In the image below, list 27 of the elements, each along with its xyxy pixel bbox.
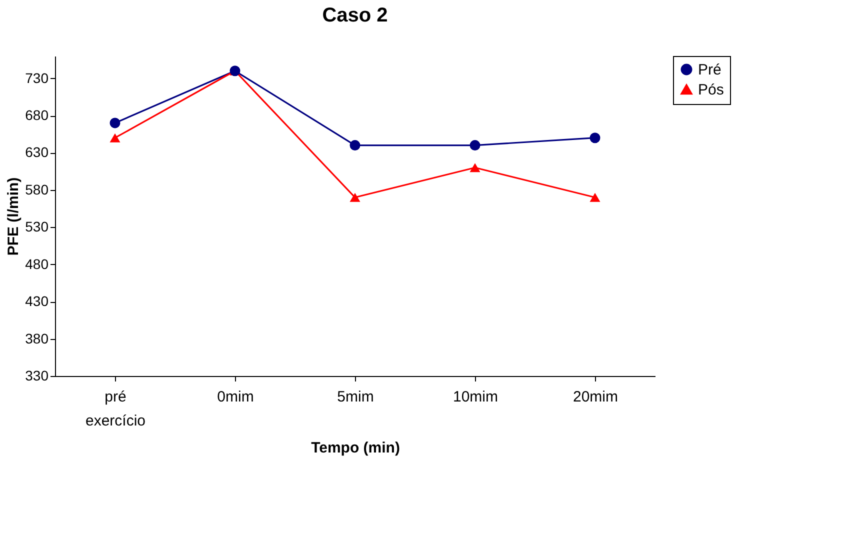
x-axis-title: Tempo (min) <box>311 440 400 456</box>
y-tick-label: 530 <box>25 218 49 235</box>
point <box>110 118 120 128</box>
x-tick-label: 10mim <box>452 388 498 406</box>
point <box>470 163 480 172</box>
point <box>590 132 600 144</box>
x-tick-label: 20mim <box>572 388 618 406</box>
point <box>470 140 480 151</box>
y-tick-label: 730 <box>25 70 49 86</box>
legend-label: Pós <box>698 82 724 98</box>
point <box>350 140 360 151</box>
chart-title: Caso 2 <box>322 4 388 26</box>
y-tick-label: 430 <box>25 293 49 310</box>
y-tick-label: 630 <box>25 144 49 160</box>
x-tick-label: 5mim <box>337 388 374 406</box>
y-tick-label: 680 <box>25 107 49 124</box>
point <box>110 133 120 142</box>
point <box>350 192 360 202</box>
x-tick-label: 0mim <box>217 388 254 406</box>
y-tick-label: 480 <box>25 256 49 272</box>
y-tick-label: 330 <box>25 368 49 384</box>
y-axis-title: PFE (l/min) <box>5 177 22 256</box>
y-tick-label: 580 <box>25 181 49 198</box>
x-tick-label: pré exercício <box>85 388 146 430</box>
legend-label: Pré <box>698 62 722 78</box>
point <box>590 192 600 202</box>
y-tick-label: 380 <box>25 330 49 346</box>
